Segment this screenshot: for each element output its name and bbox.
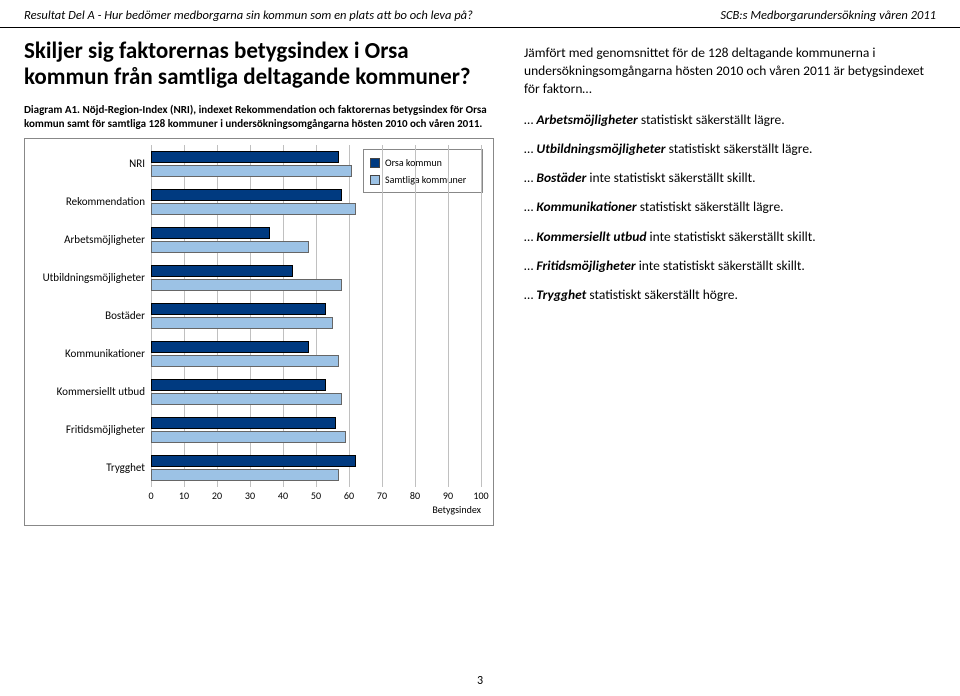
factor-rest: inte statistiskt säkerställt skillt.: [586, 169, 755, 186]
factor-rest: statistiskt säkerställt lägre.: [637, 198, 784, 215]
page-title: Skiljer sig faktorernas betygsindex i Or…: [24, 38, 494, 91]
bar-samtliga: [151, 431, 346, 443]
intro-text: Jämfört med genomsnittet för de 128 delt…: [524, 44, 934, 99]
axis-tick: 80: [410, 489, 420, 502]
bar-samtliga: [151, 393, 342, 405]
bar-orsa: [151, 379, 326, 391]
category-label: Kommunikationer: [31, 348, 151, 360]
caption-body: Nöjd-Region-Index (NRI), indexet Rekomme…: [24, 103, 487, 130]
plot-area: [151, 297, 481, 335]
chart-rows: NRI Rekommendation Arbetsmöjligheter Utbild…: [31, 145, 487, 487]
category-label: Bostäder: [31, 310, 151, 322]
bar-orsa: [151, 265, 293, 277]
factor-name: Kommunikationer: [536, 198, 636, 215]
bar-orsa: [151, 341, 309, 353]
category-label: Fritidsmöjligheter: [31, 424, 151, 436]
header-right: SCB:s Medborgarundersökning våren 2011: [720, 8, 936, 23]
axis-tick: 60: [344, 489, 354, 502]
page-number: 3: [477, 674, 483, 688]
factor-rest: statistiskt säkerställt lägre.: [638, 111, 785, 128]
factor-name: Bostäder: [536, 169, 586, 186]
axis-tick: 50: [311, 489, 321, 502]
axis-tick: 10: [179, 489, 189, 502]
page-header: Resultat Del A - Hur bedömer medborgarna…: [0, 0, 960, 28]
factor-name: Fritidsmöjligheter: [536, 257, 635, 274]
bar-orsa: [151, 151, 339, 163]
axis-tick: 40: [278, 489, 288, 502]
bar-orsa: [151, 189, 342, 201]
bar-samtliga: [151, 355, 339, 367]
axis-tick: 70: [377, 489, 387, 502]
plot-area: [151, 259, 481, 297]
axis-tick: 100: [473, 489, 488, 502]
header-left: Resultat Del A - Hur bedömer medborgarna…: [24, 8, 473, 23]
axis-tick: 30: [245, 489, 255, 502]
category-label: Trygghet: [31, 462, 151, 474]
bar-samtliga: [151, 241, 309, 253]
chart-row: Trygghet: [31, 449, 487, 487]
category-label: Arbetsmöjligheter: [31, 234, 151, 246]
bar-chart: Orsa kommun Samtliga kommuner NRIRekomme…: [24, 138, 494, 526]
bar-samtliga: [151, 469, 339, 481]
category-label: Rekommendation: [31, 196, 151, 208]
axis-tick: 20: [212, 489, 222, 502]
factor-line: … Utbildningsmöjligheter statistiskt säk…: [524, 140, 934, 158]
factor-rest: statistiskt säkerställt högre.: [586, 286, 738, 303]
bar-orsa: [151, 227, 270, 239]
factor-name: Kommersiellt utbud: [536, 228, 646, 245]
factor-name: Arbetsmöjligheter: [536, 111, 637, 128]
bar-orsa: [151, 417, 336, 429]
plot-area: [151, 221, 481, 259]
page-content: Skiljer sig faktorernas betygsindex i Or…: [0, 28, 960, 526]
plot-area: [151, 411, 481, 449]
factor-line: … Kommersiellt utbud inte statistiskt sä…: [524, 228, 934, 246]
chart-row: Utbildningsmöjligheter: [31, 259, 487, 297]
factor-line: … Arbetsmöjligheter statistiskt säkerstä…: [524, 111, 934, 129]
bar-orsa: [151, 455, 356, 467]
plot-area: [151, 335, 481, 373]
right-column: Jämfört med genomsnittet för de 128 delt…: [524, 38, 934, 526]
factor-line: … Kommunikationer statistiskt säkerställ…: [524, 198, 934, 216]
left-column: Skiljer sig faktorernas betygsindex i Or…: [24, 38, 494, 526]
plot-area: [151, 145, 481, 183]
factor-line: … Bostäder inte statistiskt säkerställt …: [524, 169, 934, 187]
plot-area: [151, 449, 481, 487]
diagram-caption: Diagram A1. Nöjd-Region-Index (NRI), ind…: [24, 103, 494, 131]
bar-samtliga: [151, 165, 352, 177]
chart-row: Bostäder: [31, 297, 487, 335]
category-label: Utbildningsmöjligheter: [31, 272, 151, 284]
category-label: Kommersiellt utbud: [31, 386, 151, 398]
factor-rest: statistiskt säkerställt lägre.: [666, 140, 813, 157]
plot-area: [151, 183, 481, 221]
factor-name: Utbildningsmöjligheter: [536, 140, 665, 157]
bar-orsa: [151, 303, 326, 315]
chart-row: Fritidsmöjligheter: [31, 411, 487, 449]
bar-samtliga: [151, 203, 356, 215]
chart-row: Kommunikationer: [31, 335, 487, 373]
chart-row: Rekommendation: [31, 183, 487, 221]
x-axis: Betygsindex 0 10 20 30 40 50 60 70 80 90 100: [31, 489, 487, 519]
category-label: NRI: [31, 158, 151, 170]
chart-row: NRI: [31, 145, 487, 183]
factor-line: … Fritidsmöjligheter inte statistiskt sä…: [524, 257, 934, 275]
factor-name: Trygghet: [536, 286, 586, 303]
chart-row: Kommersiellt utbud: [31, 373, 487, 411]
factor-list: … Arbetsmöjligheter statistiskt säkerstä…: [524, 111, 934, 305]
factor-rest: inte statistiskt säkerställt skillt.: [636, 257, 805, 274]
axis-title: Betygsindex: [432, 503, 481, 516]
axis-ticks: Betygsindex 0102030405060708090100: [151, 489, 481, 519]
factor-line: … Trygghet statistiskt säkerställt högre…: [524, 286, 934, 304]
plot-area: [151, 373, 481, 411]
bar-samtliga: [151, 317, 333, 329]
axis-tick: 0: [148, 489, 153, 502]
axis-tick: 90: [443, 489, 453, 502]
bar-samtliga: [151, 279, 342, 291]
factor-rest: inte statistiskt säkerställt skillt.: [647, 228, 816, 245]
chart-row: Arbetsmöjligheter: [31, 221, 487, 259]
caption-lead: Diagram A1.: [24, 103, 80, 116]
